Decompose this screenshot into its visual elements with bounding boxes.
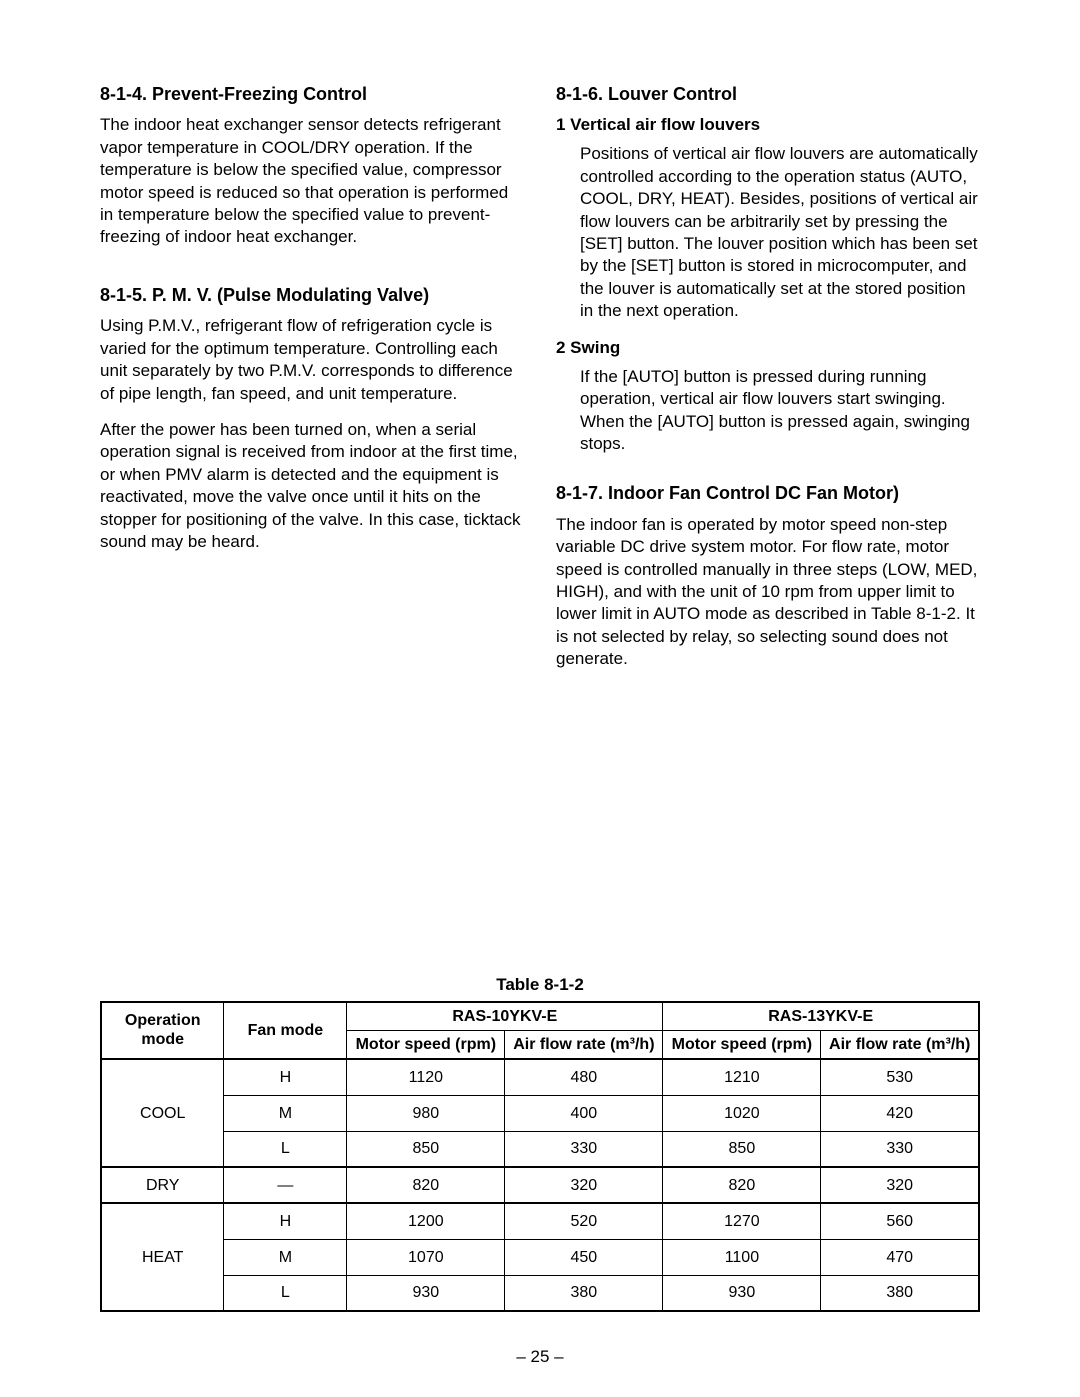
th-operation-mode: Operation mode [101,1002,224,1059]
table-row: DRY — 820 320 820 320 [101,1167,979,1203]
cell: 330 [821,1131,979,1167]
cell: 380 [821,1275,979,1311]
heading-815: 8-1-5. P. M. V. (Pulse Modulating Valve) [100,283,524,307]
cell: 480 [505,1059,663,1095]
cell: 400 [505,1095,663,1131]
cell: 1100 [663,1239,821,1275]
cell: 420 [821,1095,979,1131]
cell: 980 [347,1095,505,1131]
cell: 1020 [663,1095,821,1131]
cell: 850 [347,1131,505,1167]
cell: 320 [505,1167,663,1203]
cell: 1210 [663,1059,821,1095]
table-row: L 930 380 930 380 [101,1275,979,1311]
heading-817: 8-1-7. Indoor Fan Control DC Fan Motor) [556,481,980,505]
cell: 820 [663,1167,821,1203]
cell-op-dry: DRY [101,1167,224,1203]
cell: 930 [663,1275,821,1311]
cell: — [224,1167,347,1203]
heading-816: 8-1-6. Louver Control [556,82,980,106]
cell: L [224,1131,347,1167]
table-row: HEAT H 1200 520 1270 560 [101,1203,979,1239]
cell: 1200 [347,1203,505,1239]
subheading-vertical-louvers: 1 Vertical air flow louvers [556,114,980,137]
table-row: M 980 400 1020 420 [101,1095,979,1131]
th-air-flow-2: Air flow rate (m³/h) [821,1030,979,1059]
cell: 930 [347,1275,505,1311]
paragraph-vertical-louvers: Positions of vertical air flow louvers a… [556,143,980,323]
paragraph-817: The indoor fan is operated by motor spee… [556,514,980,671]
cell-op-heat: HEAT [101,1203,224,1311]
table-812-wrap: Table 8-1-2 Operation mode Fan mode RAS-… [100,975,980,1312]
cell: 380 [505,1275,663,1311]
left-column: 8-1-4. Prevent-Freezing Control The indo… [100,82,524,685]
right-column: 8-1-6. Louver Control 1 Vertical air flo… [556,82,980,685]
cell: 530 [821,1059,979,1095]
th-air-flow-1: Air flow rate (m³/h) [505,1030,663,1059]
cell: 820 [347,1167,505,1203]
cell: H [224,1203,347,1239]
subheading-swing: 2 Swing [556,337,980,360]
cell-op-cool: COOL [101,1059,224,1167]
page: 8-1-4. Prevent-Freezing Control The indo… [0,0,1080,1352]
cell: 850 [663,1131,821,1167]
page-number: – 25 – [0,1347,1080,1367]
two-column-layout: 8-1-4. Prevent-Freezing Control The indo… [100,82,980,685]
cell: L [224,1275,347,1311]
cell: 1070 [347,1239,505,1275]
cell: M [224,1239,347,1275]
table-812: Operation mode Fan mode RAS-10YKV-E RAS-… [100,1001,980,1312]
paragraph-815-1: Using P.M.V., refrigerant flow of refrig… [100,315,524,405]
th-motor-speed-2: Motor speed (rpm) [663,1030,821,1059]
cell: 320 [821,1167,979,1203]
heading-814: 8-1-4. Prevent-Freezing Control [100,82,524,106]
cell: 450 [505,1239,663,1275]
paragraph-815-2: After the power has been turned on, when… [100,419,524,554]
th-model1: RAS-10YKV-E [347,1002,663,1031]
th-motor-speed-1: Motor speed (rpm) [347,1030,505,1059]
table-row: M 1070 450 1100 470 [101,1239,979,1275]
table-row: COOL H 1120 480 1210 530 [101,1059,979,1095]
table-caption: Table 8-1-2 [100,975,980,995]
paragraph-swing: If the [AUTO] button is pressed during r… [556,366,980,456]
th-fan-mode: Fan mode [224,1002,347,1059]
cell: M [224,1095,347,1131]
cell: 330 [505,1131,663,1167]
cell: 1270 [663,1203,821,1239]
cell: H [224,1059,347,1095]
cell: 520 [505,1203,663,1239]
paragraph-814: The indoor heat exchanger sensor detects… [100,114,524,249]
table-row: L 850 330 850 330 [101,1131,979,1167]
cell: 1120 [347,1059,505,1095]
cell: 470 [821,1239,979,1275]
th-model2: RAS-13YKV-E [663,1002,979,1031]
cell: 560 [821,1203,979,1239]
